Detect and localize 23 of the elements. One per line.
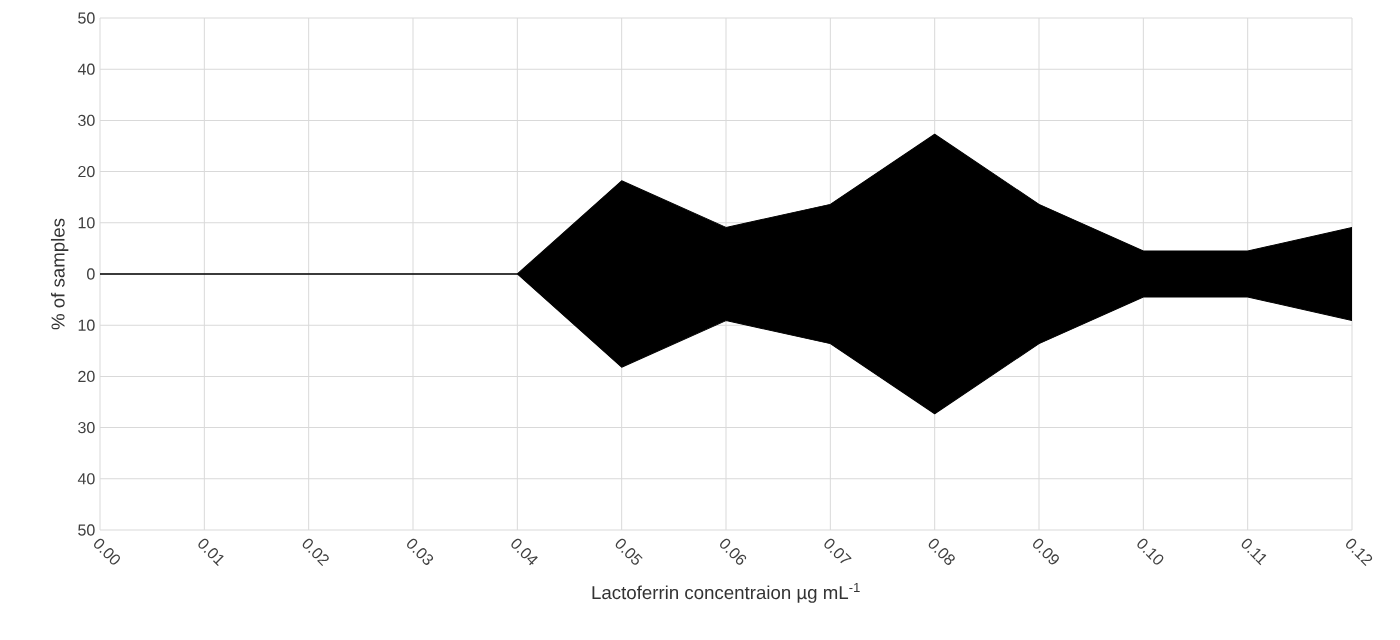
x-tick-label: 0.04 [511,538,538,566]
y-tick-label: 10 [78,319,95,331]
x-tick-label: 0.00 [94,538,120,565]
y-tick-label: 0 [87,268,95,280]
y-tick-label: 50 [78,524,95,536]
x-tick-label: 0.03 [407,538,434,565]
x-tick-label: 0.08 [928,538,955,565]
y-axis-title: % of samples [50,218,69,330]
x-tick-label: 0.09 [1033,538,1059,565]
x-tick-label: 0.10 [1137,538,1164,565]
y-tick-label: 20 [78,165,95,178]
y-tick-label: 40 [77,473,95,485]
y-tick-label: 20 [78,370,95,383]
x-tick-label: 0.11 [1241,538,1267,566]
x-tick-label: 0.05 [615,538,643,565]
y-tick-label: 30 [78,421,95,434]
x-tick-label: 0.06 [720,538,747,565]
y-tick-label: 10 [78,217,95,229]
x-axis-title: Lactoferrin concentraion µg mL$^{-1}$ [592,583,860,603]
y-tick-label: 50 [78,12,95,24]
x-tick-label: 0.07 [824,538,852,564]
y-tick-label: 40 [77,63,95,75]
y-tick-label: 30 [78,114,95,127]
